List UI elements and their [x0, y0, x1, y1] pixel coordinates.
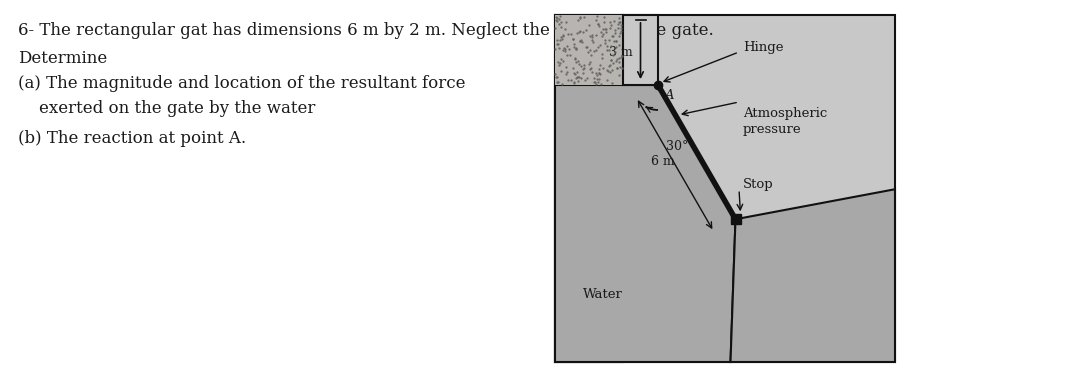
Text: (b) The reaction at point A.: (b) The reaction at point A. — [18, 130, 246, 147]
Bar — [555, 15, 623, 362]
Bar — [623, 15, 658, 85]
Text: exerted on the gate by the water: exerted on the gate by the water — [18, 100, 315, 117]
Text: Water: Water — [583, 288, 623, 301]
Polygon shape — [730, 189, 895, 362]
Bar — [555, 15, 895, 362]
Text: Determine: Determine — [18, 50, 107, 67]
Polygon shape — [555, 85, 735, 362]
Text: Stop: Stop — [743, 178, 773, 191]
Bar — [730, 214, 741, 224]
Text: 6- The rectangular gat has dimensions 6 m by 2 m. Neglect the weight of the gate: 6- The rectangular gat has dimensions 6 … — [18, 22, 714, 39]
Text: 6 m: 6 m — [650, 155, 674, 168]
Text: 30°: 30° — [666, 140, 688, 153]
Text: Atmospheric
pressure: Atmospheric pressure — [743, 107, 827, 136]
Text: (a) The magnitude and location of the resultant force: (a) The magnitude and location of the re… — [18, 75, 465, 92]
Text: Hinge: Hinge — [743, 41, 783, 54]
Text: A: A — [664, 89, 674, 102]
Bar — [555, 15, 623, 85]
Text: 3 m: 3 m — [609, 46, 633, 59]
